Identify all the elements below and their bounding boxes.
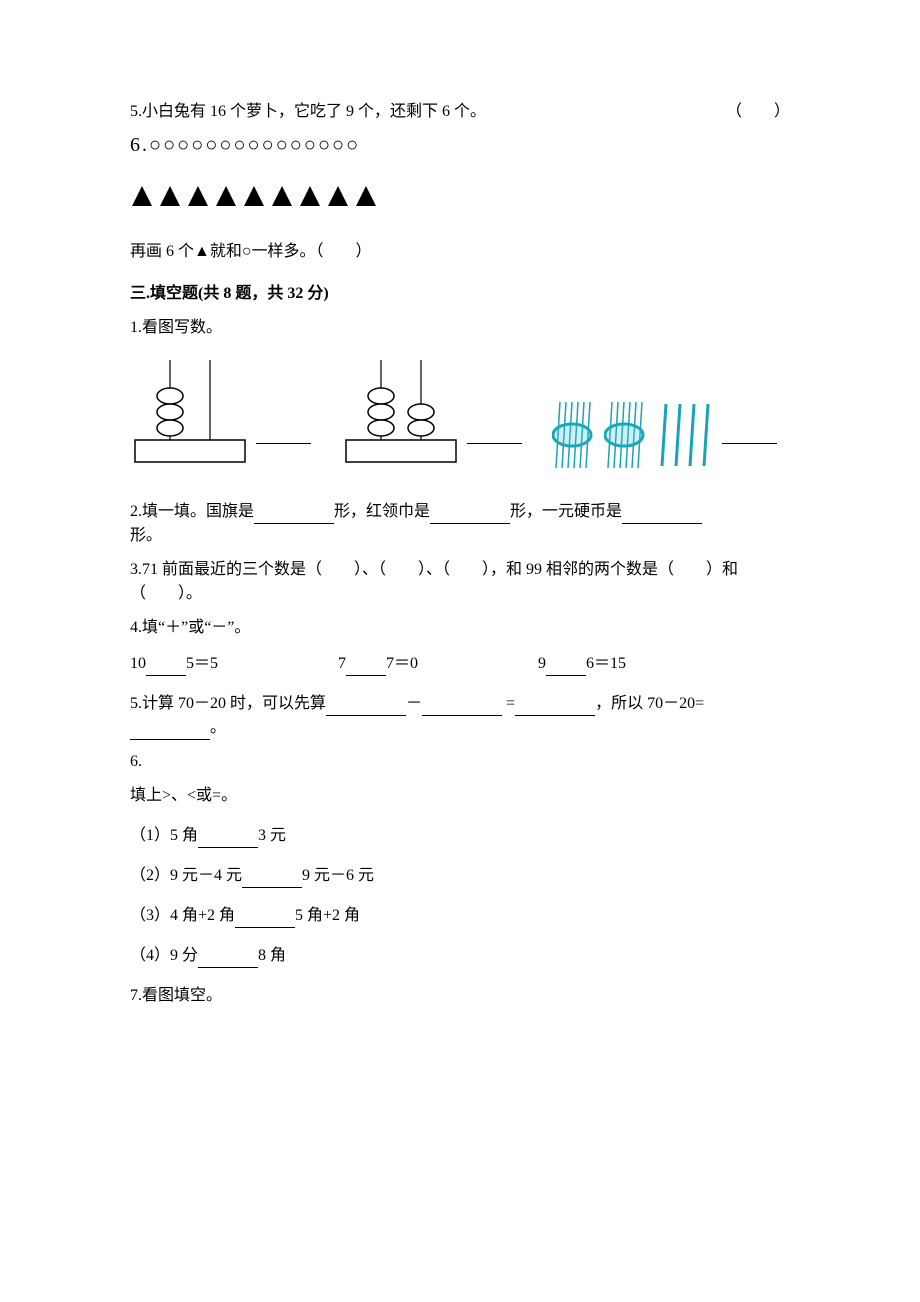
q6-circles-row: 6.○○○○○○○○○○○○○○○ — [130, 130, 790, 160]
s3-q6-2b: 9 元－6 元 — [302, 867, 374, 884]
triangle-icon — [214, 184, 238, 216]
s3-q1-figures — [130, 360, 790, 470]
s3-q6-1a: （1）5 角 — [130, 827, 198, 844]
bundles-figure — [552, 400, 777, 470]
triangle-icon — [158, 184, 182, 216]
s3-q4-title: 4.填“＋”或“－”。 — [130, 616, 790, 640]
triangle-icon — [326, 184, 350, 216]
q5-text: 5.小白兔有 16 个萝卜，它吃了 9 个，还剩下 6 个。 — [130, 100, 486, 124]
blank — [422, 697, 502, 716]
question-5: 5.小白兔有 16 个萝卜，它吃了 9 个，还剩下 6 个。 （ ） — [130, 100, 790, 124]
blank — [242, 869, 302, 888]
eq2-a: 7 — [338, 655, 346, 672]
q6-triangles-row — [130, 184, 790, 216]
s3-q6-2: （2）9 元－4 元 9 元－6 元 — [130, 864, 790, 888]
abacus-2-answer-line — [467, 442, 522, 444]
s3-q6-1: （1）5 角 3 元 — [130, 824, 790, 848]
abacus-2 — [341, 360, 522, 470]
triangle-icon — [130, 184, 154, 216]
loose-sticks-icon — [656, 400, 716, 470]
s3-q5-d: ，所以 70－20= — [595, 695, 704, 712]
s3-q6-3b: 5 角+2 角 — [295, 907, 360, 924]
s3-q6-1b: 3 元 — [258, 827, 286, 844]
s3-q2-a: 2.填一填。国旗是 — [130, 503, 254, 520]
s3-q6-3: （3）4 角+2 角 5 角+2 角 — [130, 904, 790, 928]
s3-q5-c: = — [506, 695, 515, 712]
s3-q5: 5.计算 70－20 时，可以先算 － = ，所以 70－20= 。 — [130, 692, 790, 740]
triangle-icon — [186, 184, 210, 216]
bundle-2-icon — [604, 400, 646, 470]
s3-q2-d: 形。 — [130, 527, 162, 544]
blank — [130, 721, 210, 740]
abacus-2-svg — [341, 360, 461, 470]
triangle-icon — [354, 184, 378, 216]
abacus-1 — [130, 360, 311, 470]
triangle-icon — [242, 184, 266, 216]
blank — [198, 829, 258, 848]
s3-q3: 3.71 前面最近的三个数是（ ）、（ ）、（ ），和 99 相邻的两个数是（ … — [130, 558, 790, 606]
s3-q2-c: 形，一元硬币是 — [510, 503, 622, 520]
s3-q6-4: （4）9 分 8 角 — [130, 944, 790, 968]
s3-q6-3a: （3）4 角+2 角 — [130, 907, 235, 924]
eq3-a: 9 — [538, 655, 546, 672]
s3-q1-label: 1.看图写数。 — [130, 316, 790, 340]
abacus-1-answer-line — [256, 442, 311, 444]
eq2-b: 7＝0 — [386, 655, 418, 672]
s3-q5-e: 。 — [210, 719, 226, 736]
document-page: 5.小白兔有 16 个萝卜，它吃了 9 个，还剩下 6 个。 （ ） 6.○○○… — [0, 0, 920, 1302]
blank — [254, 505, 334, 524]
blank — [622, 505, 702, 524]
blank — [146, 657, 186, 676]
blank — [198, 949, 258, 968]
s3-q2: 2.填一填。国旗是 形，红领巾是 形，一元硬币是 形。 — [130, 500, 790, 548]
s3-q6-instr: 填上>、<或=。 — [130, 784, 790, 808]
s3-q4-equations: 10 5＝5 7 7＝0 9 6＝15 — [130, 652, 790, 676]
blank — [235, 909, 295, 928]
bundles-answer-line — [722, 442, 777, 444]
s3-q2-b: 形，红领巾是 — [334, 503, 430, 520]
blank — [515, 697, 595, 716]
s3-q6-2a: （2）9 元－4 元 — [130, 867, 242, 884]
s3-q6-4b: 8 角 — [258, 947, 286, 964]
q6-prefix: 6. — [130, 134, 149, 156]
blank — [346, 657, 386, 676]
abacus-1-svg — [130, 360, 250, 470]
eq3-b: 6＝15 — [586, 655, 626, 672]
s3-q5-a: 5.计算 70－20 时，可以先算 — [130, 695, 326, 712]
eq-1: 10 5＝5 — [130, 652, 218, 676]
blank — [326, 697, 406, 716]
circles-holder: ○○○○○○○○○○○○○○○ — [149, 134, 360, 156]
blank — [546, 657, 586, 676]
section-3-title: 三.填空题(共 8 题，共 32 分) — [130, 282, 790, 306]
triangle-icon — [270, 184, 294, 216]
q5-paren: （ ） — [726, 100, 790, 124]
blank — [430, 505, 510, 524]
eq-2: 7 7＝0 — [338, 652, 418, 676]
s3-q6-num: 6. — [130, 750, 790, 774]
eq-3: 9 6＝15 — [538, 652, 626, 676]
bundle-1-icon — [552, 400, 594, 470]
eq1-a: 10 — [130, 655, 146, 672]
s3-q7: 7.看图填空。 — [130, 984, 790, 1008]
triangle-icon — [298, 184, 322, 216]
q6-compare-line: 再画 6 个▲就和○一样多。（ ） — [130, 243, 372, 260]
s3-q5-b: － — [406, 695, 422, 712]
s3-q6-4a: （4）9 分 — [130, 947, 198, 964]
eq1-b: 5＝5 — [186, 655, 218, 672]
